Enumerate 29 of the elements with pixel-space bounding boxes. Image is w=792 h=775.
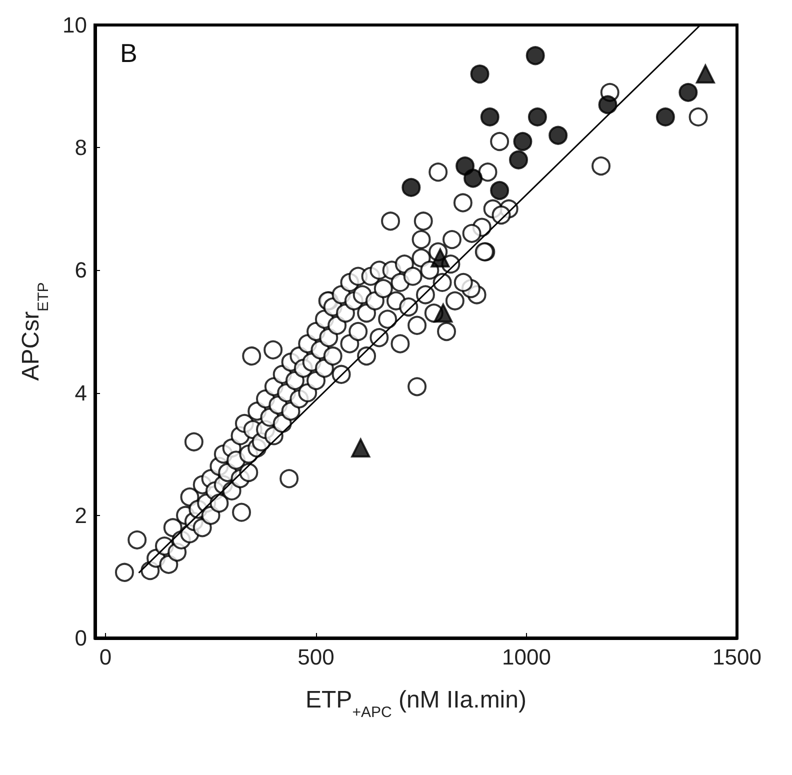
point <box>434 304 453 323</box>
point <box>526 46 545 66</box>
x-tick-label: 500 <box>298 644 334 670</box>
point <box>548 126 568 145</box>
point <box>528 107 547 126</box>
point <box>464 168 483 188</box>
point <box>678 82 698 102</box>
point <box>470 64 490 84</box>
y-tick-label: 8 <box>74 135 87 160</box>
point <box>513 132 532 151</box>
annotation: B <box>120 38 138 68</box>
point <box>656 107 675 126</box>
point <box>598 95 618 114</box>
point <box>696 64 715 84</box>
point <box>509 150 528 170</box>
point <box>351 438 370 458</box>
point <box>480 107 500 126</box>
y-tick-label: 4 <box>74 380 87 406</box>
y-tick-label: 2 <box>74 502 87 528</box>
y-axis-title: APCsrETP <box>18 282 52 381</box>
y-tick-label: 10 <box>62 12 87 38</box>
point <box>402 178 421 197</box>
x-tick-label: 1000 <box>502 644 551 670</box>
x-tick-label: 1500 <box>712 644 762 670</box>
point <box>490 181 510 200</box>
y-tick-label: 6 <box>74 258 87 283</box>
point <box>430 248 450 268</box>
y-tick-label: 0 <box>74 626 87 650</box>
x-tick-label: 0 <box>99 644 112 670</box>
